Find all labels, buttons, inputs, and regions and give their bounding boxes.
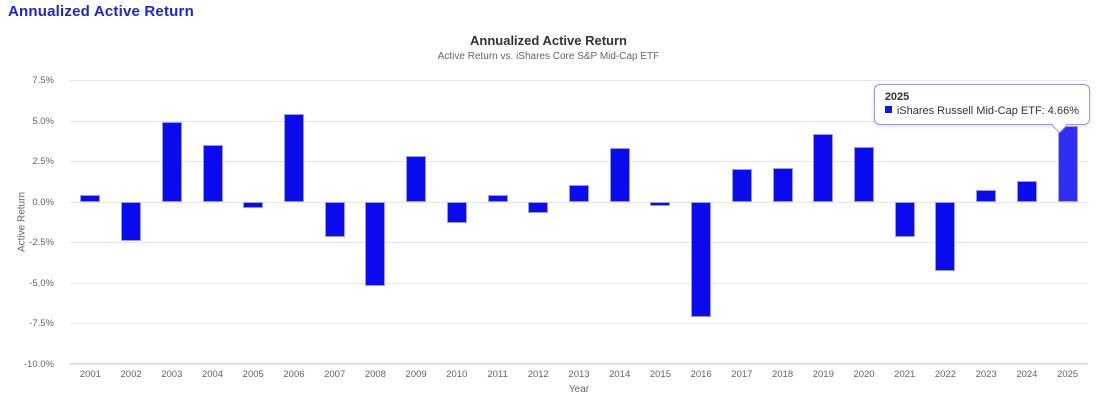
- bar-2007[interactable]: [324, 201, 345, 238]
- tooltip: 2025 iShares Russell Mid-Cap ETF: 4.66%: [873, 84, 1090, 133]
- x-tick-label: 2015: [649, 369, 671, 380]
- bar-2021[interactable]: [894, 201, 915, 238]
- gridline: [70, 120, 1088, 122]
- tooltip-year: 2025: [884, 91, 910, 103]
- bar-2019[interactable]: [813, 133, 834, 202]
- y-tick-label: 5.0%: [32, 115, 54, 127]
- bar-2017[interactable]: [731, 169, 752, 202]
- bar-2011[interactable]: [487, 195, 508, 202]
- bar-2014[interactable]: [609, 148, 630, 202]
- bar-2013[interactable]: [569, 185, 589, 202]
- gridline: [70, 161, 1088, 163]
- x-tick-label: 2014: [609, 369, 631, 380]
- x-tick-label: 2025: [1057, 369, 1079, 380]
- x-tick-label: 2022: [934, 369, 957, 380]
- bar-2020[interactable]: [854, 146, 875, 202]
- x-axis-title: Year: [568, 384, 590, 395]
- bar-2001[interactable]: [80, 195, 101, 202]
- x-tick-label: 2013: [568, 369, 590, 380]
- gridline: [70, 80, 1088, 81]
- bar-2023[interactable]: [976, 190, 997, 202]
- gridline: [70, 282, 1088, 284]
- x-tick-label: 2011: [487, 369, 508, 380]
- x-tick-label: 2021: [894, 369, 916, 380]
- bar-2004[interactable]: [202, 144, 223, 202]
- gridline: [70, 364, 1088, 365]
- bar-2016[interactable]: [691, 201, 712, 317]
- bar-2003[interactable]: [161, 122, 182, 202]
- x-tick-label: 2001: [79, 369, 101, 380]
- x-tick-label: 2023: [975, 369, 997, 380]
- y-tick-label: 7.5%: [32, 75, 54, 86]
- page-title: Annualized Active Return: [8, 3, 194, 20]
- bar-2024[interactable]: [1016, 180, 1037, 202]
- y-tick-label: 0.0%: [32, 196, 54, 208]
- x-tick-label: 2017: [731, 369, 753, 380]
- x-tick-label: 2007: [324, 369, 346, 380]
- x-tick-label: 2005: [242, 369, 264, 380]
- gridline: [70, 242, 1088, 244]
- bar-2009[interactable]: [406, 156, 427, 202]
- bar-2002[interactable]: [121, 201, 142, 241]
- x-axis-line: [70, 363, 1088, 364]
- x-tick-label: 2019: [812, 369, 834, 380]
- x-tick-label: 2020: [853, 369, 875, 380]
- x-tick-label: 2008: [364, 369, 386, 380]
- x-tick-label: 2006: [283, 369, 305, 380]
- bar-2005[interactable]: [243, 201, 264, 209]
- chart-subtitle: Active Return vs. iShares Core S&P Mid-C…: [437, 51, 660, 62]
- x-tick-label: 2009: [405, 369, 427, 380]
- bar-2018[interactable]: [772, 167, 793, 202]
- y-tick-label: 2.5%: [32, 156, 54, 168]
- y-tick-label: -7.5%: [29, 318, 54, 330]
- x-tick-label: 2004: [201, 369, 224, 380]
- y-tick-label: -5.0%: [29, 277, 54, 289]
- tooltip-series-text: iShares Russell Mid-Cap ETF: 4.66%: [896, 105, 1079, 117]
- series-marker-icon: [884, 106, 892, 113]
- x-tick-label: 2010: [446, 369, 468, 380]
- bar-2010[interactable]: [446, 201, 467, 223]
- bar-2022[interactable]: [935, 201, 956, 272]
- x-tick-label: 2012: [527, 369, 549, 380]
- bar-2008[interactable]: [365, 201, 386, 287]
- bar-2012[interactable]: [528, 201, 549, 214]
- x-tick-label: 2016: [690, 369, 712, 380]
- x-tick-label: 2024: [1016, 369, 1038, 380]
- x-tick-label: 2018: [772, 369, 794, 380]
- gridline: [70, 323, 1088, 325]
- plot-area: [70, 80, 1088, 365]
- x-tick-label: 2002: [120, 369, 142, 380]
- chart-title: Annualized Active Return: [470, 33, 627, 48]
- bar-2006[interactable]: [283, 114, 304, 202]
- tooltip-series-line: iShares Russell Mid-Cap ETF: 4.66%: [884, 104, 1079, 118]
- y-tick-label: -2.5%: [29, 237, 54, 249]
- y-tick-label: -10.0%: [23, 359, 54, 370]
- x-tick-label: 2003: [161, 369, 183, 380]
- gridline: [70, 201, 1088, 203]
- bar-2015[interactable]: [650, 201, 671, 206]
- bar-2025[interactable]: [1057, 126, 1078, 202]
